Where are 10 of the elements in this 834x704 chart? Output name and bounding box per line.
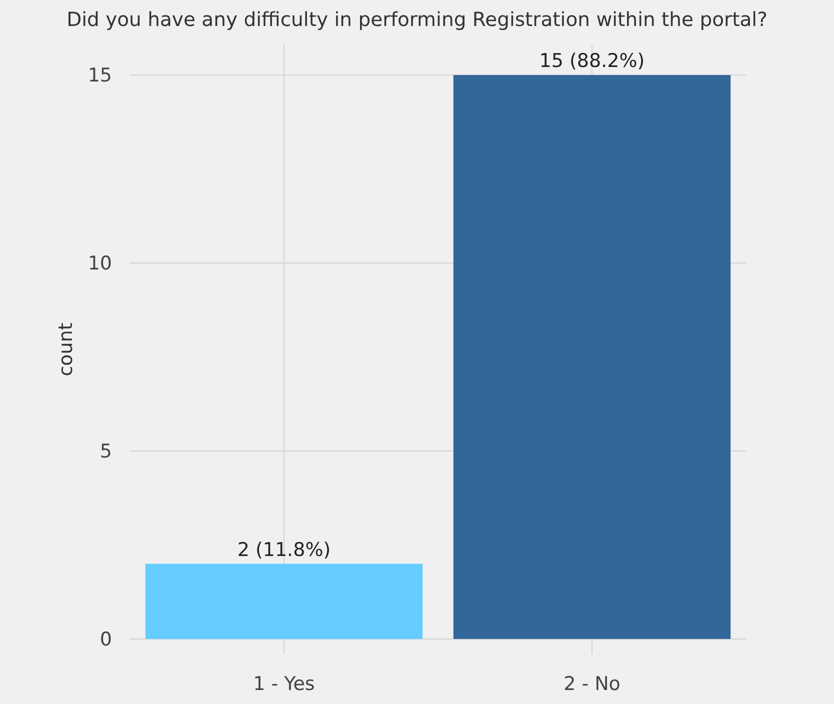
y-axis-title: count — [55, 322, 77, 376]
x-tick-label: 1 - Yes — [253, 673, 315, 695]
y-tick-label: 15 — [88, 64, 112, 87]
data-label: 2 (11.8%) — [237, 538, 331, 561]
data-label: 15 (88.2%) — [539, 50, 645, 72]
y-tick-label: 10 — [88, 252, 112, 275]
x-tick-label: 2 - No — [564, 673, 620, 695]
y-tick-label: 0 — [100, 628, 112, 651]
chart-title: Did you have any difficulty in performing Registration within the portal? — [66, 8, 768, 31]
y-tick-label: 5 — [100, 440, 112, 463]
